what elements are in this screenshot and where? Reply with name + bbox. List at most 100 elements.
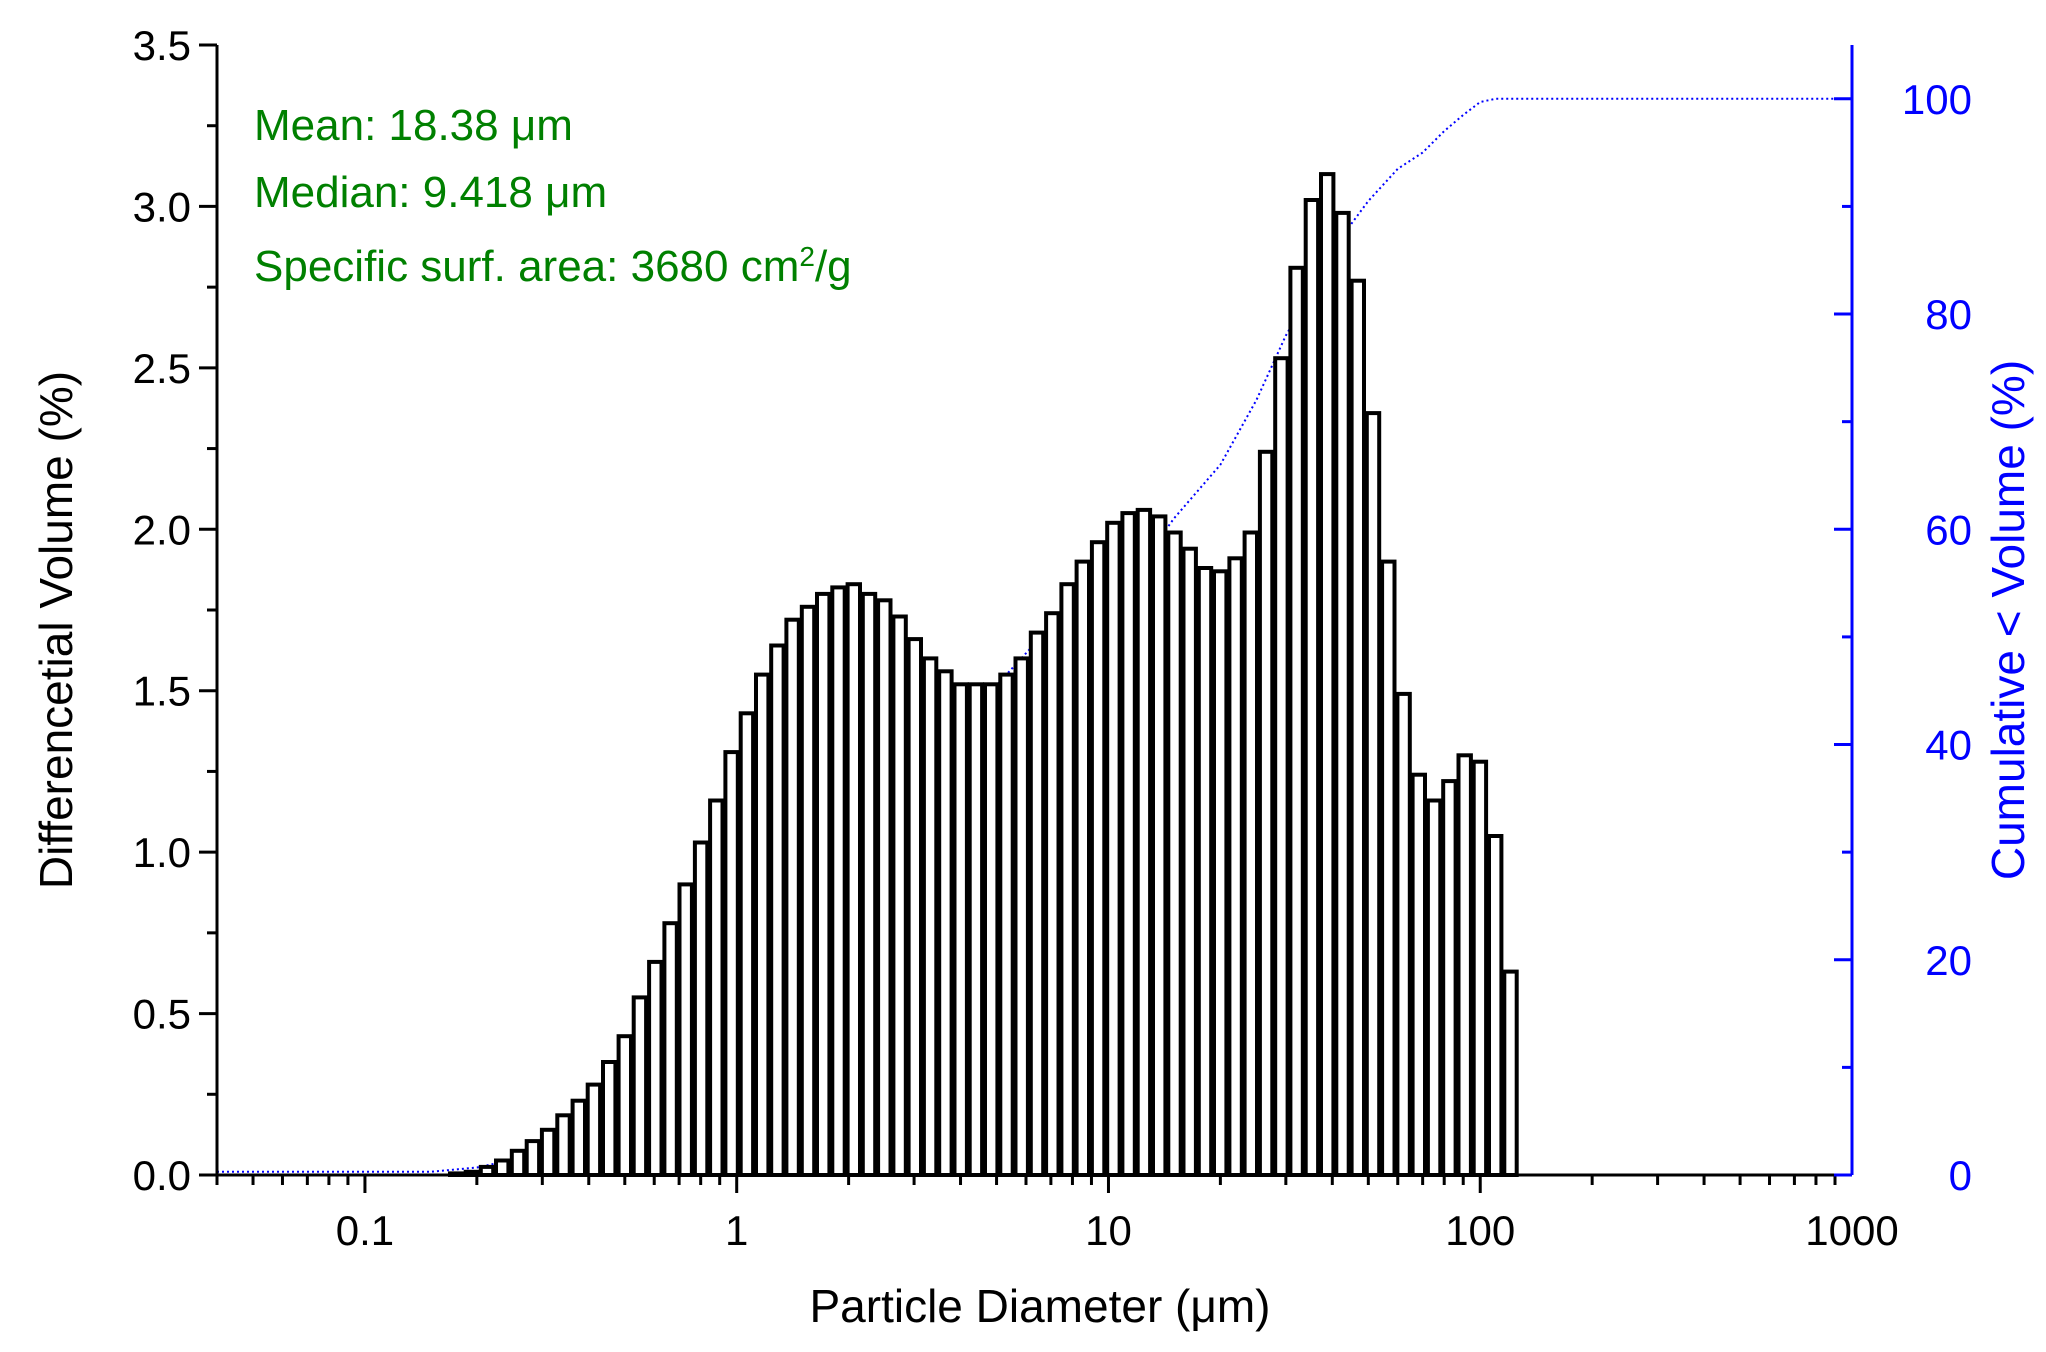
histogram-bar <box>494 1158 511 1177</box>
histogram-bar <box>1135 507 1153 1177</box>
x-tick-label: 100 <box>1445 1207 1515 1254</box>
y-axis-left: 0.0 0.5 1.0 1.5 2.0 2.5 3.0 3.5 <box>133 22 217 1199</box>
y-tick-label: 2.5 <box>133 345 191 392</box>
y-tick-label: 0.0 <box>133 1152 191 1199</box>
y2-tick-label: 60 <box>1925 506 1972 553</box>
histogram-bar <box>1257 449 1275 1177</box>
histogram-bar <box>1288 265 1305 1177</box>
histogram-bar <box>1425 798 1443 1177</box>
histogram-bar <box>1502 969 1519 1177</box>
histogram-bar <box>692 840 710 1177</box>
annotation-text: Median: 9.418 μm <box>254 168 607 217</box>
y-tick-label: 2.0 <box>133 506 191 553</box>
annotation-suffix: /g <box>815 242 852 291</box>
histogram-bar <box>738 711 756 1177</box>
y-tick-label: 1.0 <box>133 829 191 876</box>
histogram-bar <box>891 614 908 1177</box>
histogram-bar <box>677 882 694 1178</box>
y-tick-label: 0.5 <box>133 991 191 1038</box>
histogram-bar <box>830 585 847 1177</box>
histogram-bar <box>570 1098 587 1177</box>
annotations: Mean: 18.38 μm Median: 9.418 μm Specific s… <box>254 101 852 291</box>
histogram-bar <box>937 669 954 1177</box>
histogram-bar <box>784 617 801 1177</box>
y2-tick-label: 40 <box>1925 722 1972 769</box>
y-axis-title: Differencetial Volume (%) <box>30 371 82 889</box>
y-tick-label: 1.5 <box>133 668 191 715</box>
histogram-bar <box>1349 278 1366 1177</box>
y-axis-right: 0 20 40 60 80 100 <box>1834 76 1972 1199</box>
histogram-bar <box>998 672 1015 1177</box>
histogram-bar <box>952 682 969 1177</box>
histogram-bar <box>967 682 985 1177</box>
y-tick-label: 3.5 <box>133 22 191 69</box>
histogram-bar <box>1273 356 1290 1177</box>
histogram-bar <box>1074 559 1091 1177</box>
histogram-bar <box>1151 514 1168 1177</box>
y2-tick-label: 20 <box>1925 937 1972 984</box>
histogram-bar <box>708 798 725 1177</box>
histogram-bar <box>1471 759 1489 1177</box>
histogram-bar <box>1227 556 1244 1177</box>
histogram-bar <box>860 591 878 1177</box>
bars-layer <box>448 172 1519 1178</box>
histogram-bar <box>921 656 939 1177</box>
histogram-bar <box>585 1082 603 1177</box>
histogram-bar <box>539 1127 557 1178</box>
y2-tick-label: 0 <box>1949 1152 1972 1199</box>
histogram-bar <box>769 643 786 1177</box>
annotation-superscript: 2 <box>799 241 815 272</box>
histogram-bar <box>1319 172 1336 1178</box>
histogram-bar <box>662 921 679 1178</box>
histogram-bar <box>1059 582 1076 1177</box>
x-axis-title: Particle Diameter (μm) <box>809 1280 1270 1332</box>
histogram-bar <box>1044 611 1061 1177</box>
x-tick-label: 1000 <box>1805 1207 1898 1254</box>
histogram-bar <box>1196 566 1214 1177</box>
histogram-bar <box>1212 569 1229 1177</box>
y2-tick-label: 100 <box>1902 76 1972 123</box>
x-tick-label: 0.1 <box>336 1207 394 1254</box>
histogram-bar <box>1028 630 1046 1177</box>
histogram-bar <box>1487 834 1504 1177</box>
histogram-bar <box>1364 411 1382 1178</box>
histogram-bar <box>906 637 923 1177</box>
x-tick-label: 10 <box>1085 1207 1132 1254</box>
histogram-bar <box>647 959 664 1178</box>
x-tick-label: 1 <box>725 1207 748 1254</box>
histogram-bar <box>1089 540 1107 1177</box>
y-tick-label: 3.0 <box>133 183 191 230</box>
histogram-bar <box>1456 753 1473 1177</box>
annotation-text: Mean: 18.38 μm <box>254 101 573 150</box>
histogram-bar <box>1303 198 1321 1177</box>
histogram-bar <box>524 1139 542 1177</box>
histogram-bar <box>815 591 832 1177</box>
histogram-bar <box>1105 520 1122 1177</box>
histogram-bar <box>509 1148 527 1178</box>
histogram-bar <box>555 1113 572 1178</box>
x-axis: 0.1 1 10 100 1000 <box>215 1175 1899 1254</box>
histogram-bar <box>1334 210 1351 1177</box>
annotation-text: Specific surf. area: 3680 cm2/g <box>254 241 852 292</box>
histogram-bar <box>754 672 771 1177</box>
histogram-bar <box>631 995 649 1178</box>
histogram-bar <box>876 598 893 1177</box>
y2-axis-title: Cumulative < Volume (%) <box>1982 360 2034 880</box>
histogram-bar <box>1166 530 1183 1177</box>
histogram-bar <box>616 1034 633 1177</box>
histogram-bar <box>1395 691 1412 1178</box>
histogram-bar <box>1013 656 1030 1177</box>
histogram-bar <box>601 1060 618 1177</box>
histogram-bar <box>1242 530 1259 1177</box>
histogram-bar <box>1181 546 1198 1177</box>
y2-tick-label: 80 <box>1925 291 1972 338</box>
histogram-bar <box>799 604 817 1177</box>
histogram-bar <box>845 582 862 1177</box>
histogram-bar <box>1380 559 1397 1177</box>
histogram-bar <box>1120 511 1137 1177</box>
histogram-bar <box>723 750 740 1177</box>
histogram-bar <box>1410 772 1427 1177</box>
histogram-bar <box>983 682 1000 1177</box>
histogram-bar <box>1441 779 1458 1177</box>
